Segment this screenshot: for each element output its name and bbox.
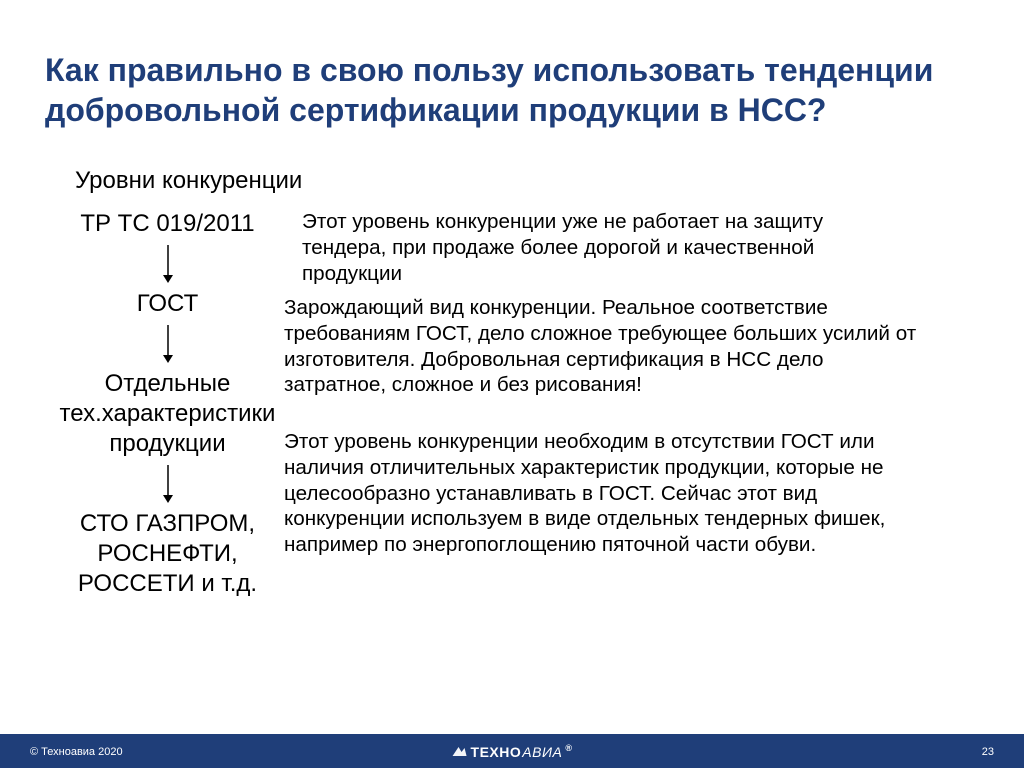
description-paragraph: Этот уровень конкуренции необходим в отс… — [284, 429, 924, 558]
flowchart: ТР ТС 019/2011 ГОСТ Отдельные тех.характер… — [55, 209, 280, 599]
flow-node: ТР ТС 019/2011 — [80, 209, 254, 239]
flow-node: СТО ГАЗПРОМ, РОСНЕФТИ, РОССЕТИ и т.д. — [55, 509, 280, 599]
flow-node: Отдельные тех.характеристики продукции — [55, 369, 280, 459]
slide-title: Как правильно в свою пользу использовать… — [45, 50, 945, 130]
flow-arrow — [161, 325, 175, 363]
copyright-text: © Техноавиа 2020 — [30, 746, 123, 758]
description-paragraph: Зарождающий вид конкуренции. Реальное со… — [284, 295, 919, 398]
flow-arrow — [161, 465, 175, 503]
footer-bar: © Техноавиа 2020 ТЕХНОАВИА ® 23 — [0, 734, 1024, 768]
brand-icon — [452, 745, 468, 759]
brand-text-bold: ТЕХНО — [471, 744, 522, 760]
brand-logo: ТЕХНОАВИА ® — [452, 744, 573, 760]
page-number: 23 — [982, 746, 994, 758]
flow-node: ГОСТ — [137, 289, 199, 319]
brand-registered-mark: ® — [565, 743, 572, 753]
slide: Как правильно в свою пользу использовать… — [0, 0, 1024, 768]
description-paragraph: Этот уровень конкуренции уже не работает… — [302, 209, 912, 286]
brand-text-light: АВИА — [522, 744, 562, 760]
flow-arrow — [161, 245, 175, 283]
subtitle: Уровни конкуренции — [75, 167, 302, 195]
